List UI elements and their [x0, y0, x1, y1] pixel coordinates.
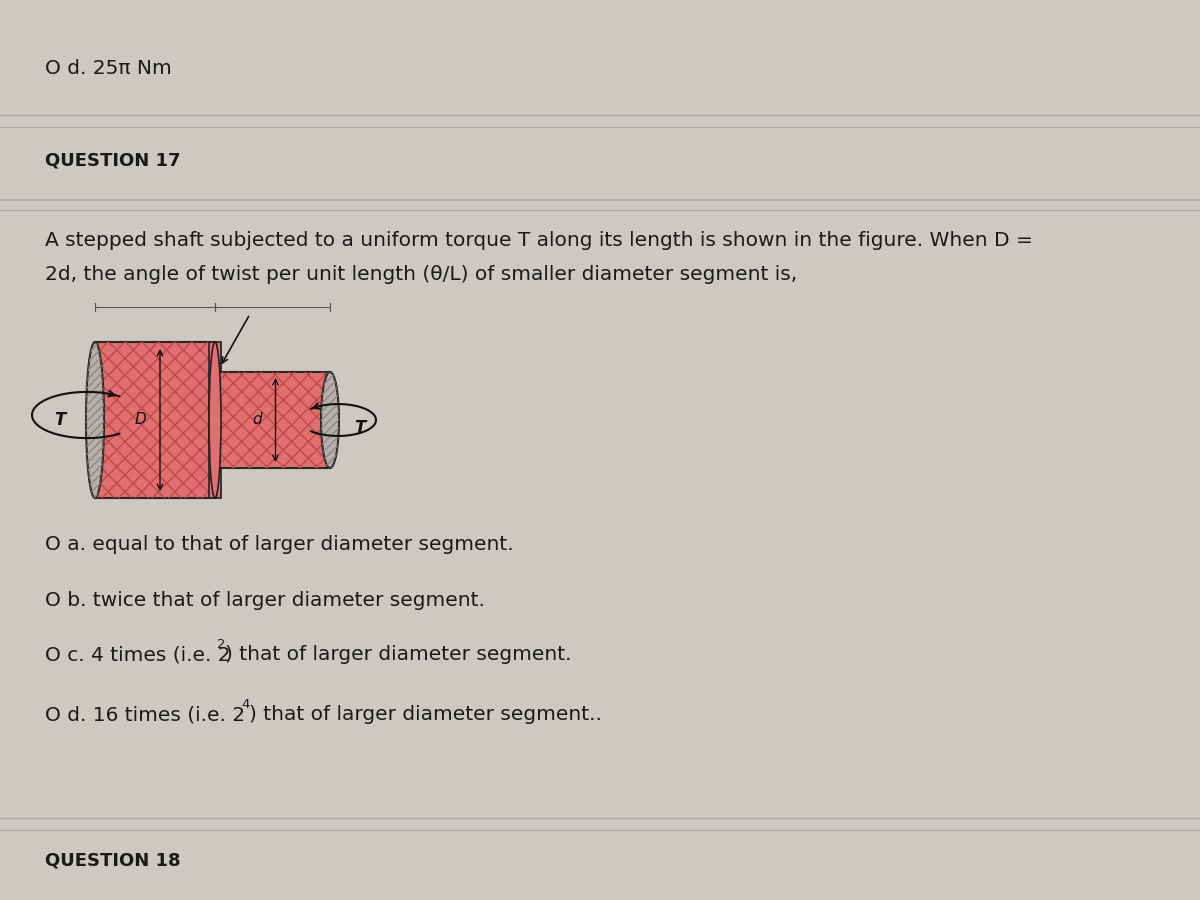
Bar	[95, 342, 215, 498]
Bar	[215, 372, 330, 468]
Polygon shape	[209, 342, 221, 498]
Text: 4: 4	[241, 698, 250, 712]
Text: O d. 25π Nm: O d. 25π Nm	[46, 58, 172, 77]
Ellipse shape	[86, 342, 104, 498]
Text: 2: 2	[217, 638, 226, 652]
Ellipse shape	[209, 342, 221, 498]
Bar	[95, 342, 215, 498]
Text: O b. twice that of larger diameter segment.: O b. twice that of larger diameter segme…	[46, 590, 485, 609]
Text: A stepped shaft subjected to a uniform torque T along its length is shown in the: A stepped shaft subjected to a uniform t…	[46, 230, 1033, 249]
Text: ) that of larger diameter segment.: ) that of larger diameter segment.	[226, 645, 571, 664]
Text: O d. 16 times (i.e. 2: O d. 16 times (i.e. 2	[46, 706, 245, 724]
Text: d: d	[252, 412, 262, 427]
Text: O c. 4 times (i.e. 2: O c. 4 times (i.e. 2	[46, 645, 230, 664]
Text: 2d, the angle of twist per unit length (θ/L) of smaller diameter segment is,: 2d, the angle of twist per unit length (…	[46, 266, 797, 284]
Text: T: T	[354, 419, 366, 437]
Ellipse shape	[322, 372, 340, 468]
Text: T: T	[54, 411, 66, 429]
Text: D: D	[134, 412, 146, 427]
Bar	[215, 372, 330, 468]
Text: O a. equal to that of larger diameter segment.: O a. equal to that of larger diameter se…	[46, 536, 514, 554]
Text: QUESTION 18: QUESTION 18	[46, 851, 181, 869]
Text: QUESTION 17: QUESTION 17	[46, 151, 180, 169]
Text: ) that of larger diameter segment..: ) that of larger diameter segment..	[250, 706, 602, 724]
